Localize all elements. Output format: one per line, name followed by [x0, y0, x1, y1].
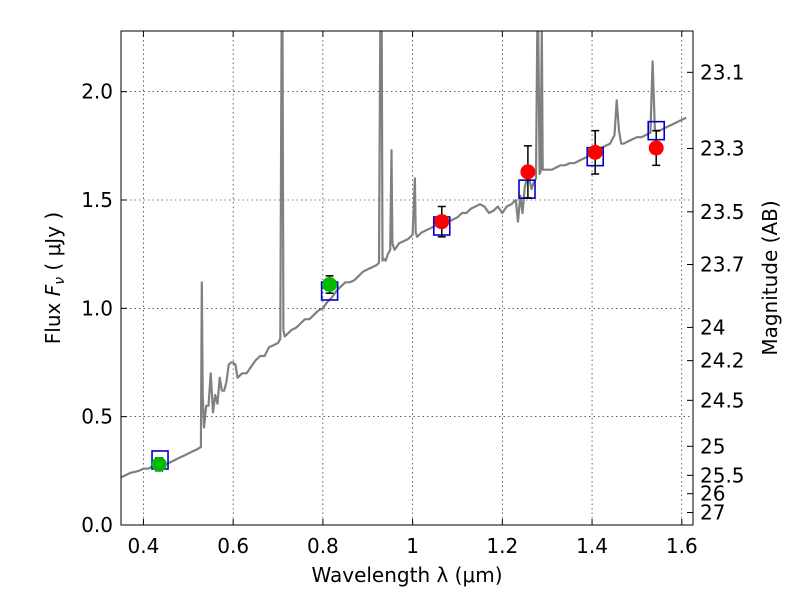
x-axis-title: Wavelength λ (μm) [311, 563, 502, 587]
magnitude-tick-label: 24.5 [700, 388, 745, 412]
magnitude-tick-label: 23.1 [700, 60, 745, 84]
magnitude-axis-title: Magnitude (AB) [758, 200, 782, 355]
y-tick-label: 1.5 [81, 188, 113, 212]
green-data-point [322, 277, 338, 292]
green-data-point [151, 456, 167, 472]
x-tick-label: 1 [406, 534, 419, 558]
x-tick-label: 0.4 [128, 534, 160, 558]
red-data-point [587, 144, 603, 160]
grid [121, 31, 693, 526]
plot-frame [120, 30, 694, 526]
magnitude-tick-label: 26 [700, 482, 725, 506]
y-axis-title-symbol: F [41, 284, 65, 296]
magnitude-tick-label: 27 [700, 501, 725, 525]
model-spectrum-line [121, 31, 687, 479]
y-axis-title-subscript: ν [52, 277, 68, 285]
x-tick-label: 1.2 [486, 534, 518, 558]
y-tick-label: 0.5 [81, 405, 113, 429]
red-data-point [434, 214, 450, 230]
x-tick-label: 1.6 [666, 534, 698, 558]
magnitude-tick-label: 24.2 [700, 349, 745, 373]
y-tick-label: 0.0 [81, 513, 113, 537]
axis-ticks: 0.4 0.6 0.8 1 1.2 1.4 1.6 0.0 0.5 1.0 1.5 2.0 23.1 23… [81, 31, 745, 558]
magnitude-tick-label: 25 [700, 434, 725, 458]
magnitude-tick-label: 24 [700, 315, 725, 339]
x-tick-label: 1.4 [576, 534, 608, 558]
data-points [151, 120, 666, 472]
magnitude-tick-label: 23.7 [700, 253, 745, 277]
spectrum-layer [121, 31, 687, 479]
red-data-point [648, 140, 664, 156]
y-axis-title-unit: ( μJy ) [41, 212, 65, 277]
y-axis-title-prefix: Flux [41, 296, 65, 344]
magnitude-tick-label: 23.3 [700, 136, 745, 160]
y-tick-label: 1.0 [81, 296, 113, 320]
magnitude-tick-label: 25.5 [700, 463, 745, 487]
y-tick-label: 2.0 [81, 80, 113, 104]
x-tick-label: 0.6 [217, 534, 249, 558]
red-data-point [520, 164, 536, 180]
magnitude-tick-label: 23.5 [700, 200, 745, 224]
x-tick-label: 0.8 [307, 534, 339, 558]
y-axis-title: Flux Fν ( μJy ) [41, 212, 68, 344]
